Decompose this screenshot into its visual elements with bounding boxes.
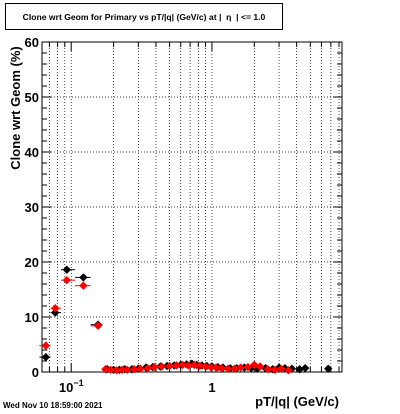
axes: 0 10 20 30 40 50 60 10−1 1 <box>25 35 343 395</box>
data-point <box>206 362 215 372</box>
x-axis-title: pT/|q| (GeV/c) <box>255 394 339 409</box>
data-point <box>157 362 166 371</box>
data-point <box>62 265 71 274</box>
data-point <box>270 365 280 374</box>
data-point <box>93 321 103 330</box>
data-point <box>101 365 110 374</box>
data-point <box>217 363 226 373</box>
data-point <box>112 366 121 375</box>
data-point <box>172 361 181 370</box>
data-point <box>236 363 245 372</box>
data-point <box>165 361 174 371</box>
data-point <box>123 365 132 374</box>
data-point <box>195 361 205 371</box>
data-point <box>230 364 239 373</box>
x-tick-label: 1 <box>208 380 215 395</box>
data-point <box>263 365 273 374</box>
data-point <box>106 365 115 374</box>
data-point <box>201 362 210 371</box>
data-point <box>184 361 193 370</box>
data-point <box>300 363 310 373</box>
y-tick-label: 40 <box>25 145 39 160</box>
data-point <box>150 362 159 372</box>
data-series-layer <box>39 265 333 375</box>
data-point <box>51 308 60 317</box>
data-point <box>41 352 51 362</box>
y-tick-label: 10 <box>25 310 39 325</box>
data-point <box>178 360 187 370</box>
x-tick-label: 10−1 <box>59 378 84 395</box>
data-point <box>284 366 293 375</box>
y-tick-label: 60 <box>25 35 39 50</box>
data-point <box>276 364 286 373</box>
data-point <box>190 360 199 370</box>
data-point <box>79 281 88 290</box>
data-point <box>323 364 333 373</box>
data-point <box>51 304 60 313</box>
data-point <box>117 365 127 374</box>
data-point <box>143 363 152 373</box>
grid-layer <box>42 42 342 372</box>
y-tick-label: 0 <box>32 365 39 380</box>
data-point <box>255 362 265 371</box>
timestamp: Wed Nov 10 18:59:00 2021 <box>3 401 103 410</box>
y-tick-label: 30 <box>25 200 39 215</box>
y-axis-title: Clone wrt Geom (%) <box>8 46 23 170</box>
chart-title: Clone wrt Geom for Primary vs pT/|q| (Ge… <box>22 11 266 22</box>
data-point <box>136 364 145 373</box>
data-point <box>129 365 139 374</box>
data-point <box>243 362 253 372</box>
data-point <box>79 273 88 282</box>
data-point <box>223 364 233 373</box>
data-point <box>295 365 304 374</box>
y-tick-label: 20 <box>25 255 39 270</box>
chart-title-box: Clone wrt Geom for Primary vs pT/|q| (Ge… <box>5 3 283 30</box>
axis-labels: Clone wrt Geom (%) pT/|q| (GeV/c) <box>8 46 339 409</box>
data-point <box>62 275 71 285</box>
data-point <box>211 363 221 372</box>
y-tick-label: 50 <box>25 90 39 105</box>
data-point <box>41 341 51 350</box>
